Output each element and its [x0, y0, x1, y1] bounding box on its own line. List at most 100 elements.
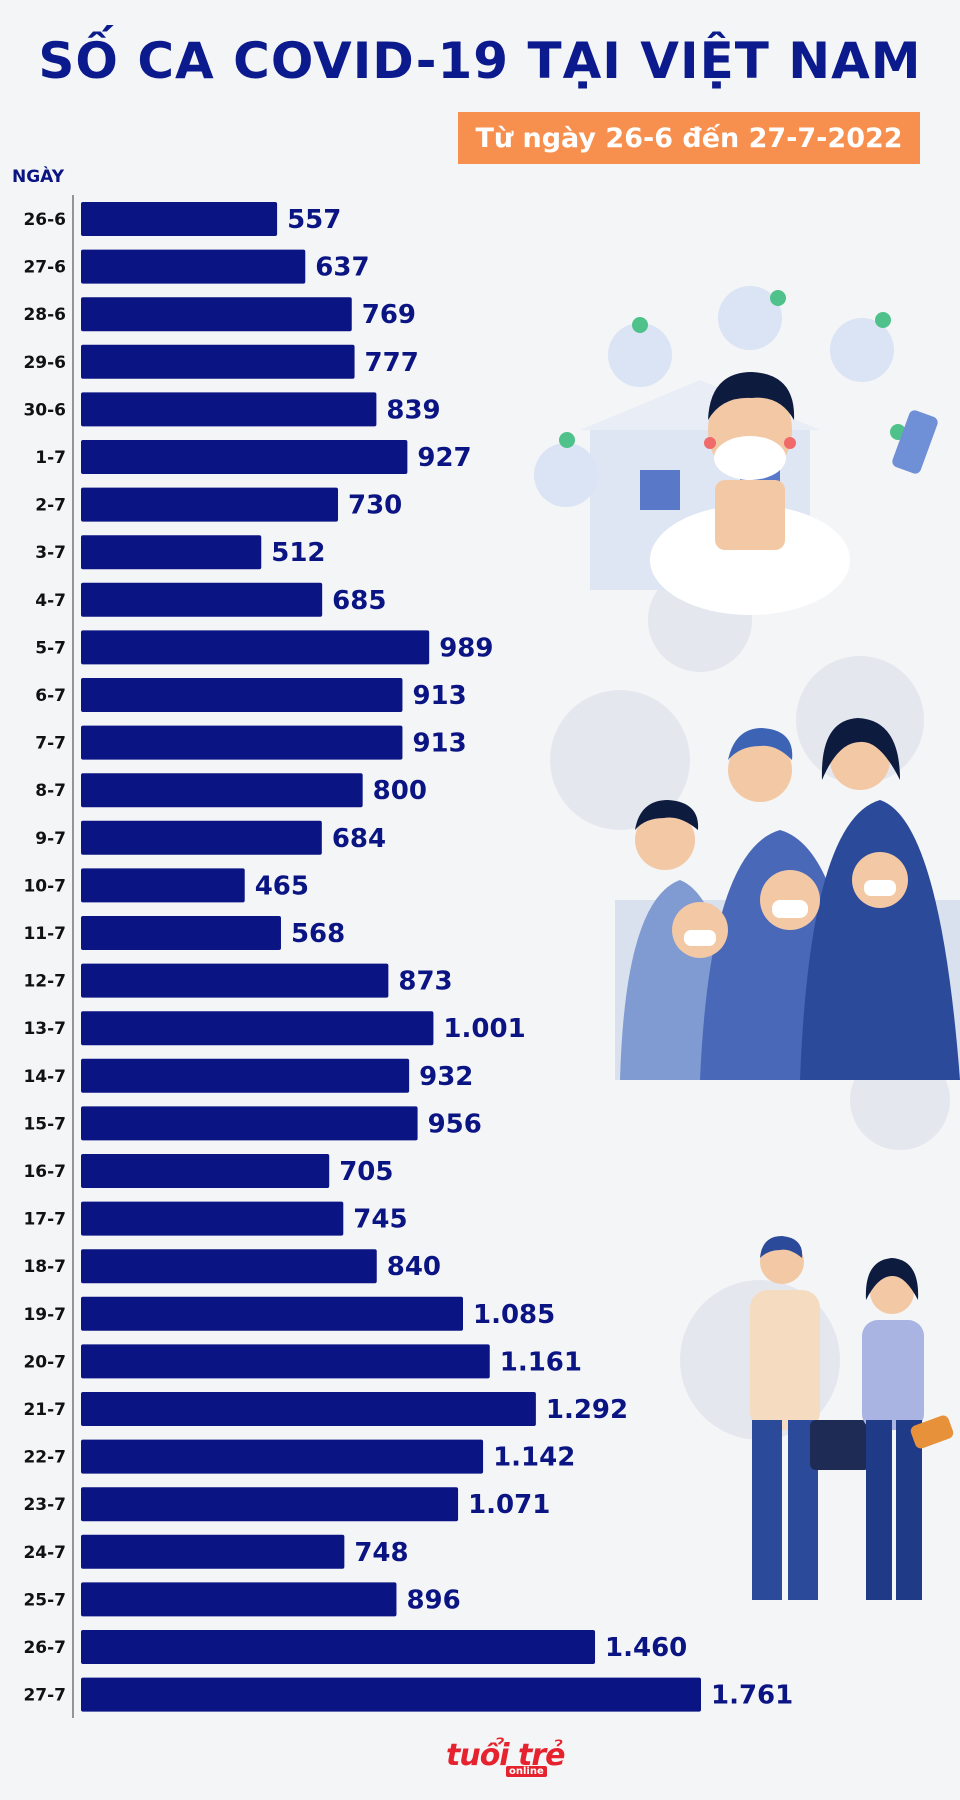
- value-label: 1.085: [473, 1300, 555, 1330]
- category-label: 6-7: [35, 686, 66, 706]
- value-label: 839: [386, 395, 440, 425]
- value-label: 1.071: [468, 1490, 550, 1520]
- category-label: 10-7: [23, 876, 66, 896]
- value-label: 637: [315, 253, 369, 283]
- value-label: 745: [353, 1205, 407, 1235]
- bar: [81, 725, 403, 760]
- value-label: 840: [387, 1252, 441, 1282]
- value-label: 705: [339, 1157, 393, 1187]
- bar: [81, 202, 278, 236]
- category-label: 3-7: [35, 543, 66, 563]
- bar: [81, 582, 323, 617]
- bar: [81, 1106, 418, 1141]
- value-label: 465: [255, 871, 309, 901]
- value-label: 1.142: [493, 1443, 575, 1473]
- bar: [81, 1201, 344, 1236]
- icon-bubbles: [534, 286, 894, 507]
- category-label: 17-7: [23, 1210, 66, 1230]
- bar: [81, 630, 430, 665]
- bar: [81, 297, 352, 332]
- category-label: 1-7: [35, 448, 66, 468]
- category-label: 9-7: [35, 829, 66, 849]
- category-label: 4-7: [35, 591, 66, 611]
- category-label: 11-7: [23, 924, 66, 944]
- category-label: 12-7: [23, 972, 66, 992]
- bar: [81, 678, 403, 712]
- bar: [81, 344, 355, 379]
- bar: [81, 1011, 434, 1046]
- category-label: 29-6: [23, 353, 66, 373]
- value-label: 685: [332, 586, 386, 616]
- bar: [81, 773, 363, 808]
- bar: [81, 963, 389, 998]
- value-label: 913: [412, 729, 466, 759]
- category-label: 19-7: [23, 1305, 66, 1325]
- category-label: 15-7: [23, 1114, 66, 1134]
- bar: [81, 1677, 701, 1712]
- category-label: 7-7: [35, 734, 66, 754]
- category-label: 2-7: [35, 496, 66, 516]
- bar: [81, 1249, 377, 1284]
- category-label: 13-7: [23, 1019, 66, 1039]
- category-label: 26-6: [23, 210, 66, 230]
- value-label: 684: [332, 824, 386, 854]
- value-label: 568: [291, 919, 345, 949]
- bar: [81, 820, 322, 855]
- bar: [81, 1344, 490, 1379]
- bar: [81, 249, 306, 284]
- category-label: 5-7: [35, 638, 66, 658]
- value-label: 913: [412, 681, 466, 711]
- category-label: 8-7: [35, 781, 66, 801]
- chart-subtitle: Từ ngày 26-6 đến 27-7-2022: [475, 122, 903, 154]
- bar: [81, 1058, 410, 1093]
- value-label: 1.161: [500, 1347, 582, 1377]
- value-label: 873: [398, 967, 452, 997]
- category-label: 28-6: [23, 305, 66, 325]
- category-label: 18-7: [23, 1257, 66, 1277]
- bar: [81, 1487, 459, 1522]
- value-label: 557: [287, 205, 341, 235]
- value-label: 730: [348, 491, 402, 521]
- bar: [81, 1392, 536, 1426]
- value-label: 512: [271, 538, 325, 568]
- bar: [81, 1582, 397, 1617]
- bar: [81, 916, 281, 950]
- category-label: 21-7: [23, 1400, 66, 1420]
- category-label: 14-7: [23, 1067, 66, 1087]
- value-label: 1.001: [443, 1014, 525, 1044]
- value-label: 989: [439, 633, 493, 663]
- category-label: 22-7: [23, 1448, 66, 1468]
- category-label: 23-7: [23, 1495, 66, 1515]
- category-label: 25-7: [23, 1590, 66, 1610]
- category-label: 24-7: [23, 1543, 66, 1563]
- category-label: 20-7: [23, 1352, 66, 1372]
- bar: [81, 535, 262, 570]
- category-label: 26-7: [23, 1638, 66, 1658]
- bar: [81, 1534, 345, 1569]
- walking-people-illustration: [750, 1236, 954, 1600]
- bar: [81, 1154, 330, 1188]
- value-label: 932: [419, 1062, 473, 1092]
- bar: [81, 392, 377, 427]
- category-label: 16-7: [23, 1162, 66, 1182]
- category-label: 27-6: [23, 258, 66, 278]
- category-label: 30-6: [23, 400, 66, 420]
- date-range-badge: Từ ngày 26-6 đến 27-7-2022: [458, 112, 920, 164]
- value-label: 800: [373, 776, 427, 806]
- value-label: 927: [417, 443, 471, 473]
- category-label: 27-7: [23, 1686, 66, 1706]
- chart-title: SỐ CA COVID-19 TẠI VIỆT NAM: [38, 32, 922, 90]
- value-label: 1.761: [711, 1681, 793, 1711]
- value-label: 956: [428, 1109, 482, 1139]
- tuoi-tre-logo-sub: online: [506, 1766, 547, 1777]
- value-label: 1.460: [605, 1633, 687, 1663]
- value-label: 769: [362, 300, 416, 330]
- bar: [81, 487, 339, 522]
- bar: [81, 440, 408, 474]
- bar: [81, 868, 245, 903]
- value-label: 748: [354, 1538, 408, 1568]
- value-label: 1.292: [546, 1395, 628, 1425]
- bar: [81, 1630, 596, 1664]
